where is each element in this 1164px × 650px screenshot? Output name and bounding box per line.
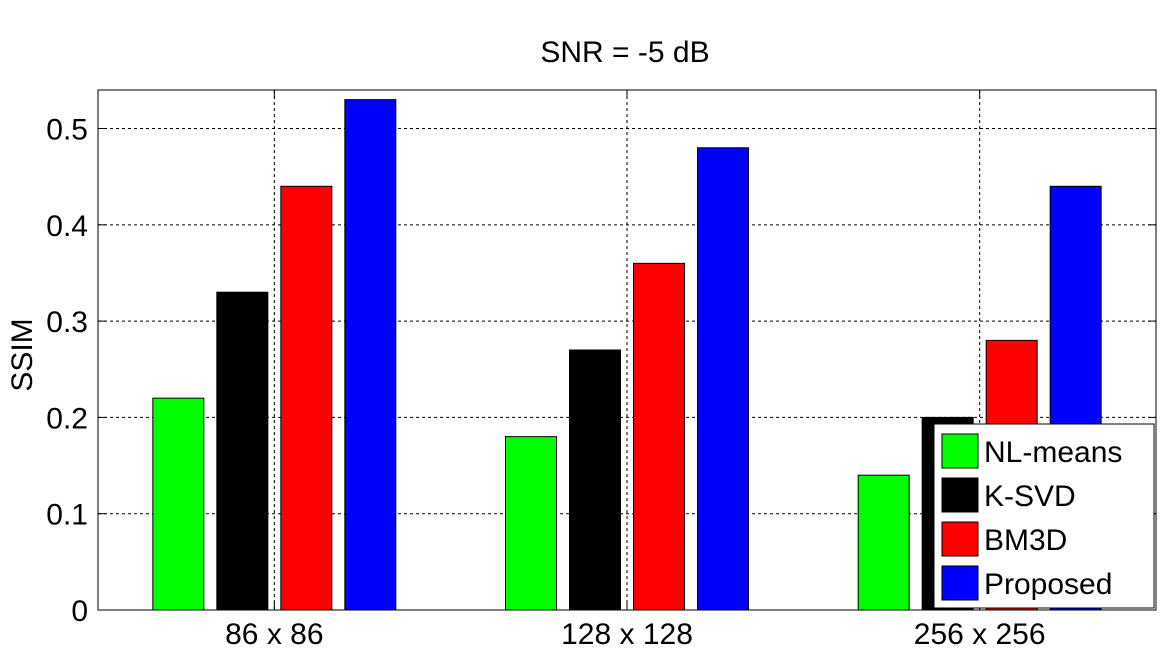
bars — [152, 99, 1102, 611]
chart-title: SNR = -5 dB — [540, 36, 709, 69]
legend-swatch — [941, 521, 979, 557]
y-tick-label: 0.5 — [46, 114, 88, 147]
legend-swatch — [941, 565, 979, 601]
y-tick-label: 0.4 — [46, 210, 88, 243]
legend-swatch — [941, 477, 979, 513]
legend-label: NL-means — [984, 436, 1122, 469]
y-tick-label: 0.1 — [46, 499, 88, 532]
bar-nl-means — [505, 436, 557, 611]
y-tick-label: 0.2 — [46, 402, 88, 435]
bar-bm3d — [633, 262, 685, 611]
legend-label: Proposed — [984, 568, 1112, 601]
bar-k-svd — [216, 291, 269, 611]
legend: NL-means K-SVD BM3D Proposed — [933, 423, 1155, 609]
y-axis-label: SSIM — [6, 318, 39, 391]
bar-nl-means — [857, 474, 910, 611]
legend-label: K-SVD — [984, 480, 1076, 513]
bar-k-svd — [569, 349, 621, 611]
grid-lines — [98, 90, 1156, 610]
y-tick-label: 0 — [71, 595, 88, 628]
bar-bm3d — [280, 185, 333, 611]
legend-label: BM3D — [984, 524, 1067, 557]
axes — [97, 89, 1157, 611]
bar-nl-means — [152, 397, 205, 611]
x-tick-label: 256 x 256 — [914, 618, 1046, 650]
bar-proposed — [344, 99, 397, 611]
x-tick-label: 128 x 128 — [561, 618, 693, 650]
bar-proposed — [697, 147, 749, 611]
y-tick-label: 0.3 — [46, 306, 88, 339]
x-tick-label: 86 x 86 — [225, 618, 323, 650]
tick-labels: 0 0.1 0.2 0.3 0.4 0.5 86 x 86 128 x 128 256 x 25… — [46, 114, 1045, 650]
legend-swatch — [941, 433, 979, 469]
